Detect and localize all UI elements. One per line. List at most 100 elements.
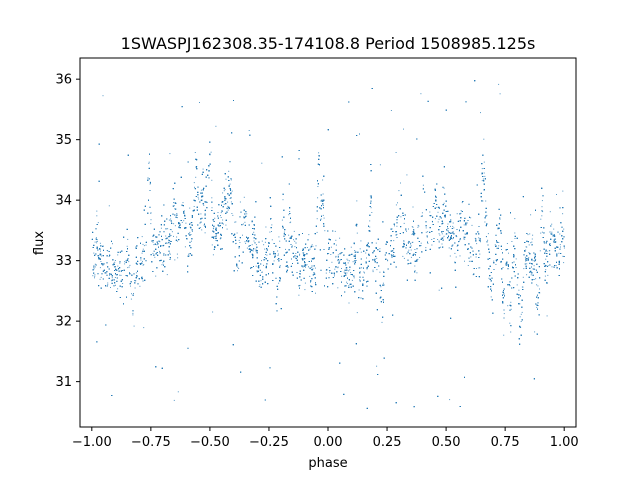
data-point — [129, 264, 131, 266]
data-point — [323, 217, 325, 219]
data-point — [405, 229, 407, 231]
data-point — [431, 239, 433, 240]
data-point — [237, 266, 239, 268]
data-point — [193, 206, 195, 207]
data-point — [128, 266, 130, 268]
data-point — [211, 244, 213, 246]
data-point — [521, 311, 523, 313]
data-point — [395, 231, 397, 233]
data-point — [521, 286, 523, 288]
data-point — [97, 222, 99, 224]
data-point — [215, 237, 216, 239]
data-point — [464, 233, 466, 235]
data-point — [502, 267, 504, 268]
data-point — [403, 257, 405, 259]
data-point — [315, 245, 317, 247]
data-point — [453, 227, 455, 229]
data-point — [390, 110, 392, 111]
data-point — [291, 245, 293, 247]
data-point — [541, 200, 543, 202]
data-point — [478, 267, 480, 269]
data-point — [128, 261, 130, 263]
data-point — [474, 237, 476, 239]
data-point — [320, 218, 322, 220]
data-point — [243, 196, 245, 198]
data-point — [549, 250, 551, 252]
data-point — [265, 254, 267, 255]
data-point — [176, 213, 178, 214]
data-point — [528, 244, 530, 246]
data-point — [212, 254, 214, 256]
data-point — [107, 282, 109, 284]
data-point — [229, 183, 231, 185]
data-point — [425, 227, 427, 229]
data-point — [411, 233, 413, 235]
data-point — [537, 294, 538, 296]
data-point — [129, 272, 130, 273]
data-point — [526, 263, 528, 265]
data-point — [487, 239, 489, 241]
data-point — [534, 331, 536, 333]
data-point — [155, 236, 157, 237]
data-point — [351, 279, 353, 281]
data-point — [535, 269, 537, 271]
data-point — [372, 271, 374, 273]
data-point — [93, 265, 95, 267]
data-point — [481, 180, 483, 182]
data-point — [456, 245, 458, 247]
data-point — [441, 233, 443, 235]
data-point — [347, 262, 349, 264]
data-point — [460, 212, 462, 214]
data-point — [132, 312, 134, 314]
data-point — [201, 229, 203, 231]
data-point — [467, 265, 469, 266]
data-point — [408, 228, 409, 230]
data-point — [497, 228, 499, 230]
data-point — [412, 241, 414, 243]
data-point — [114, 261, 116, 263]
data-point — [271, 239, 273, 241]
data-point — [169, 229, 171, 230]
data-point — [468, 260, 470, 262]
data-point — [414, 249, 416, 250]
data-point — [396, 233, 398, 235]
data-point — [279, 265, 281, 267]
data-point — [159, 241, 161, 243]
data-point — [363, 271, 365, 273]
data-point — [525, 260, 527, 262]
data-point — [255, 265, 257, 267]
data-point — [337, 267, 339, 269]
data-point — [429, 215, 431, 217]
data-point — [200, 189, 202, 191]
data-point — [264, 241, 266, 243]
data-point — [485, 236, 487, 238]
data-point — [501, 249, 502, 250]
data-point — [289, 211, 291, 212]
data-point — [99, 242, 101, 244]
data-point — [197, 196, 199, 198]
data-point — [341, 268, 342, 269]
data-point — [406, 253, 408, 255]
data-point — [174, 225, 176, 227]
data-point — [200, 213, 202, 215]
chart-title: 1SWASPJ162308.35-174108.8 Period 1508985… — [121, 34, 536, 53]
data-point — [523, 268, 525, 270]
scatter-points — [91, 80, 565, 409]
data-point — [439, 234, 441, 236]
data-point — [525, 246, 527, 248]
data-point — [112, 243, 113, 245]
data-point — [532, 260, 534, 262]
data-point — [488, 277, 490, 279]
data-point — [379, 164, 381, 166]
data-point — [496, 245, 497, 247]
data-point — [463, 238, 465, 240]
data-point — [184, 246, 186, 248]
data-point — [421, 212, 423, 214]
data-point — [261, 271, 263, 273]
data-point — [143, 245, 145, 247]
data-point — [506, 243, 508, 244]
data-point — [350, 272, 352, 274]
data-point — [100, 250, 101, 252]
data-point — [135, 272, 137, 274]
data-point — [263, 264, 264, 266]
